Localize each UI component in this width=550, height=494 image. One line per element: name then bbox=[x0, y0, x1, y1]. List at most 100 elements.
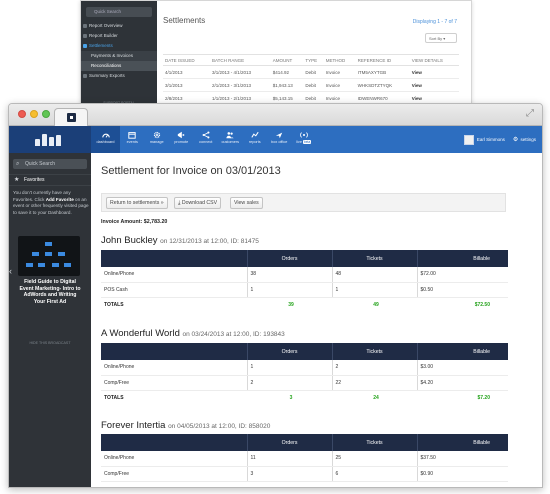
user-area: Earl Simmons ⚙ settings bbox=[463, 126, 542, 153]
nav-connect[interactable]: connect bbox=[194, 126, 219, 153]
orders-header: Orders bbox=[246, 434, 332, 451]
table-cell: 4/1/2013 bbox=[163, 65, 210, 79]
user-name[interactable]: Earl Simmons bbox=[476, 137, 505, 142]
minimize-window-button[interactable] bbox=[30, 110, 38, 118]
table-cell: $414.92 bbox=[270, 65, 304, 79]
app-logo[interactable] bbox=[9, 126, 91, 153]
row-label: Comp/Free bbox=[101, 375, 247, 391]
totals-row: TOTALS 39 49 $72.50 bbox=[101, 297, 508, 312]
table-row: POS Cash 1 1 $0.50 bbox=[101, 282, 508, 298]
row-label: Comp/Free bbox=[101, 466, 247, 482]
billable-cell: $0.90 bbox=[416, 466, 508, 482]
sort-label: Sort By bbox=[429, 36, 443, 41]
back-nav-settlements[interactable]: Settlements bbox=[81, 41, 157, 51]
table-cell: $1,943.13 bbox=[270, 78, 304, 92]
broadcast-promo[interactable]: Field Guide to Digital Event Marketing- … bbox=[18, 236, 82, 319]
nav-label: promote bbox=[174, 140, 189, 144]
orders-total: 39 bbox=[288, 301, 294, 308]
event-section-title: John Buckley on 12/31/2013 at 12:00, ID:… bbox=[101, 235, 259, 246]
promo-title[interactable]: Field Guide to Digital Event Marketing- … bbox=[19, 279, 81, 305]
back-search-input[interactable]: Quick Search bbox=[86, 7, 152, 17]
event-name[interactable]: A Wonderful World bbox=[101, 328, 180, 339]
share-icon bbox=[202, 131, 210, 139]
nav-live[interactable]: live beta bbox=[292, 126, 317, 153]
back-nav-report-overview[interactable]: Report Overview bbox=[81, 21, 157, 31]
view-details-link[interactable]: View bbox=[409, 65, 459, 79]
nav-label: live beta bbox=[292, 140, 317, 144]
billable-total: $72.50 bbox=[474, 301, 490, 308]
search-placeholder: Quick Search bbox=[25, 161, 56, 167]
back-displaying-count: Displaying 1 - 7 of 7 bbox=[412, 19, 457, 25]
event-settlement-table: Orders Tickets Billable Online/Phone 38 … bbox=[101, 250, 508, 312]
tickets-header: Tickets bbox=[331, 250, 417, 267]
favorites-header[interactable]: ★ Favorites bbox=[9, 174, 91, 186]
column-header bbox=[101, 434, 247, 451]
nav-label: box office bbox=[271, 140, 288, 144]
nav-dot-icon bbox=[83, 24, 87, 28]
table-row: Online/Phone 11 25 $37.50 bbox=[101, 451, 508, 467]
billable-cell: $0.50 bbox=[416, 282, 508, 298]
chevron-left-icon[interactable]: ‹ bbox=[9, 266, 12, 276]
nav-reports[interactable]: reports bbox=[243, 126, 268, 153]
back-nav-payments-invoices[interactable]: Payments & Invoices bbox=[81, 51, 157, 61]
row-label: Online/Phone bbox=[101, 451, 247, 467]
fullscreen-icon[interactable]: ⤢ bbox=[526, 108, 534, 119]
column-header: METHOD bbox=[323, 54, 356, 66]
nav-box-office[interactable]: box office bbox=[267, 126, 292, 153]
nav-promote[interactable]: promote bbox=[169, 126, 194, 153]
left-sidebar: ⌕ Quick Search ★ Favorites You don't cur… bbox=[9, 153, 91, 487]
event-section-title: Forever Intertia on 04/05/2013 at 12:00,… bbox=[101, 420, 270, 431]
hide-broadcast-link[interactable]: HIDE THIS BROADCAST bbox=[29, 341, 71, 345]
tickets-header: Tickets bbox=[331, 434, 417, 451]
column-header bbox=[101, 250, 247, 267]
billable-header: Billable bbox=[416, 434, 508, 451]
tickets-cell: 25 bbox=[331, 451, 417, 467]
view-sales-button[interactable]: View sales bbox=[230, 197, 263, 209]
back-sort-select[interactable]: Sort By ▾ bbox=[425, 33, 457, 43]
main-nav: dashboard events manage promote connect bbox=[91, 126, 316, 153]
sidebar-search-input[interactable]: ⌕ Quick Search bbox=[13, 159, 87, 169]
view-details-link[interactable]: View bbox=[409, 78, 459, 92]
orders-header: Orders bbox=[246, 250, 332, 267]
avatar[interactable] bbox=[463, 134, 474, 145]
download-csv-button[interactable]: ⤓ Download CSV bbox=[174, 197, 222, 209]
row-label: Online/Phone bbox=[101, 267, 247, 283]
table-cell: Debit bbox=[303, 78, 324, 92]
nav-events[interactable]: events bbox=[120, 126, 145, 153]
table-row: Comp/Free 2 22 $4.20 bbox=[101, 375, 508, 391]
nav-dashboard[interactable]: dashboard bbox=[91, 126, 120, 153]
tickets-total: 24 bbox=[373, 394, 379, 401]
tickets-cell: 1 bbox=[331, 282, 417, 298]
people-icon bbox=[226, 132, 234, 139]
back-main-content: Settlements Displaying 1 - 7 of 7 Sort B… bbox=[163, 1, 471, 105]
settings-link[interactable]: ⚙ settings bbox=[513, 136, 542, 143]
back-nav-reconciliations[interactable]: Reconciliations bbox=[81, 61, 157, 71]
tickets-cell: 6 bbox=[331, 466, 417, 482]
event-name[interactable]: John Buckley bbox=[101, 235, 158, 246]
back-nav-report-builder[interactable]: Report Builder bbox=[81, 31, 157, 41]
nav-customers[interactable]: customers bbox=[218, 126, 243, 153]
event-name[interactable]: Forever Intertia bbox=[101, 420, 166, 431]
table-row: Online/Phone 38 48 $72.00 bbox=[101, 267, 508, 283]
back-nav-summary-exports[interactable]: Summary Exports bbox=[81, 71, 157, 81]
back-nav-label: Summary Exports bbox=[89, 73, 125, 78]
broadcast-icon bbox=[299, 132, 308, 138]
table-row: Online/Phone 1 2 $3.00 bbox=[101, 360, 508, 376]
table-header-row: Orders Tickets Billable bbox=[101, 434, 508, 451]
event-section-title: A Wonderful World on 03/24/2013 at 12:00… bbox=[101, 328, 285, 339]
event-meta: on 12/31/2013 at 12:00, ID: 81475 bbox=[160, 238, 259, 245]
browser-tab[interactable] bbox=[54, 108, 88, 126]
tickets-cell: 22 bbox=[331, 375, 417, 391]
close-window-button[interactable] bbox=[18, 110, 26, 118]
invoice-amount: Invoice Amount: $2,783.20 bbox=[101, 219, 168, 225]
zoom-window-button[interactable] bbox=[42, 110, 50, 118]
return-to-settlements-button[interactable]: Return to settlements » bbox=[106, 197, 168, 209]
download-icon: ⤓ bbox=[178, 200, 181, 206]
table-cell: Invoice bbox=[323, 65, 356, 79]
billable-header: Billable bbox=[416, 343, 508, 360]
nav-manage[interactable]: manage bbox=[145, 126, 170, 153]
nav-label: events bbox=[126, 140, 138, 144]
nav-dot-icon bbox=[83, 34, 87, 38]
logo-bars-icon bbox=[35, 134, 61, 146]
